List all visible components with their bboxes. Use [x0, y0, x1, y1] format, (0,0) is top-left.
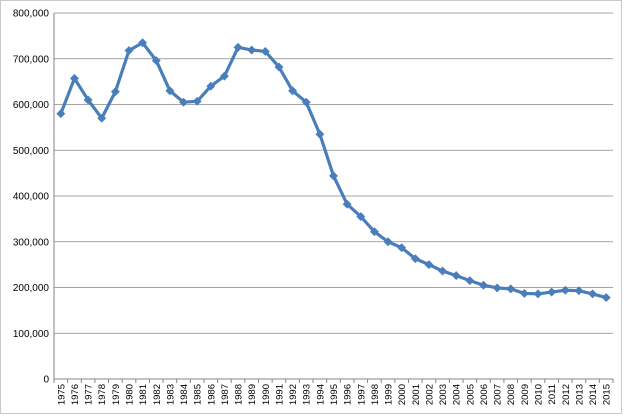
data-point-marker — [560, 285, 570, 295]
data-point-marker — [206, 81, 216, 91]
data-point-marker — [178, 97, 189, 107]
data-point-marker — [465, 276, 475, 286]
data-point-marker — [83, 95, 93, 105]
data-point-marker — [328, 171, 339, 181]
x-tick-label: 2001 — [411, 384, 422, 405]
data-point-marker — [547, 287, 557, 297]
y-tick-label: 300,000 — [13, 237, 50, 248]
data-point-marker — [424, 260, 434, 270]
y-tick-label: 800,000 — [13, 9, 50, 20]
x-tick-label: 1982 — [152, 384, 163, 405]
series-group — [56, 38, 611, 303]
data-point-marker — [165, 86, 175, 96]
x-tick-label: 1984 — [179, 384, 190, 405]
x-tick-label: 2003 — [438, 384, 449, 405]
y-tick-label: 0 — [43, 375, 49, 386]
data-point-marker — [533, 289, 543, 299]
x-tick-label: 1980 — [124, 384, 135, 405]
x-tick-label: 1991 — [274, 384, 285, 405]
x-tick-label: 1978 — [97, 384, 108, 405]
data-point-marker — [574, 286, 584, 296]
x-tick-label: 1975 — [56, 384, 67, 405]
data-point-marker — [124, 45, 134, 56]
data-point-marker — [478, 280, 489, 290]
x-tick-label: 1997 — [356, 384, 367, 405]
data-point-marker — [492, 283, 502, 293]
x-tick-label: 1986 — [206, 384, 217, 405]
x-tick-label: 1999 — [384, 384, 395, 405]
x-tick-label: 2011 — [547, 384, 558, 404]
x-tick-label: 1994 — [315, 384, 326, 405]
x-tick-label: 1990 — [261, 384, 272, 405]
x-tick-label: 2004 — [452, 384, 463, 405]
data-point-marker — [587, 289, 598, 299]
x-tick-labels: 1975 1976 1977 1978 1979 1980 1981 1982 1983 1984… — [56, 384, 612, 405]
data-point-marker — [506, 284, 516, 294]
data-point-marker — [260, 46, 270, 56]
x-tick-label: 2013 — [574, 384, 585, 405]
x-tick-label: 1995 — [329, 384, 340, 405]
x-tick-label: 2008 — [506, 384, 517, 405]
data-point-marker — [438, 266, 448, 276]
data-point-marker — [342, 199, 352, 209]
data-point-marker — [97, 113, 107, 123]
data-point-marker — [601, 293, 611, 303]
x-tick-label: 2006 — [479, 384, 490, 405]
data-point-marker — [383, 237, 393, 247]
data-point-marker — [69, 73, 80, 83]
x-tick-label: 2009 — [520, 384, 531, 405]
data-point-marker — [288, 86, 298, 96]
x-tick-label: 1987 — [220, 384, 231, 405]
y-tick-label: 400,000 — [13, 192, 50, 203]
gridlines — [54, 12, 613, 334]
data-point-marker — [356, 212, 366, 222]
y-tick-label: 700,000 — [13, 54, 50, 65]
x-tick-label: 1979 — [111, 384, 122, 405]
data-point-marker — [451, 271, 461, 281]
x-tick-label: 1993 — [302, 384, 313, 405]
x-tick-label: 1988 — [234, 384, 245, 405]
y-tick-label: 600,000 — [13, 100, 50, 111]
series-line — [59, 41, 608, 300]
x-tick-label: 2014 — [588, 384, 599, 405]
x-tick-label: 1998 — [370, 384, 381, 405]
data-point-marker — [219, 71, 229, 81]
x-tick-label: 1976 — [70, 384, 81, 405]
data-point-marker — [138, 38, 148, 48]
x-tick-label: 1981 — [138, 384, 149, 405]
x-tick-label: 2007 — [493, 384, 504, 405]
data-point-marker — [192, 96, 202, 106]
x-tick-label: 1977 — [84, 384, 95, 405]
x-tick-label: 2010 — [534, 384, 545, 405]
x-tick-label: 2000 — [397, 384, 408, 405]
y-tick-labels: 0 100,000 200,000 300,000 400,000 500,000 600,… — [13, 9, 50, 386]
data-point-marker — [315, 129, 325, 139]
x-tick-label: 1989 — [247, 384, 258, 405]
data-point-marker — [247, 45, 257, 55]
data-point-marker — [410, 254, 420, 264]
x-tick-label: 2002 — [424, 384, 435, 405]
y-tick-label: 500,000 — [13, 146, 50, 157]
data-point-marker — [110, 87, 120, 97]
data-point-marker — [519, 288, 529, 299]
x-tick-label: 1992 — [288, 384, 299, 405]
data-point-marker — [56, 109, 66, 119]
data-point-marker — [233, 42, 243, 52]
axes — [53, 13, 614, 383]
x-tick-label: 2005 — [465, 384, 476, 405]
x-tick-label: 1983 — [165, 384, 176, 405]
x-tick-label: 1996 — [343, 384, 354, 405]
data-point-marker — [274, 62, 284, 72]
x-tick-label: 2012 — [561, 384, 572, 405]
data-point-marker — [369, 227, 379, 237]
y-tick-label: 200,000 — [13, 283, 50, 294]
x-tick-label: 2015 — [602, 384, 613, 405]
x-tick-label: 1985 — [193, 384, 204, 405]
data-point-marker — [397, 243, 407, 253]
data-point-marker — [151, 56, 161, 66]
data-point-marker — [301, 97, 311, 107]
y-tick-label: 100,000 — [13, 329, 50, 340]
